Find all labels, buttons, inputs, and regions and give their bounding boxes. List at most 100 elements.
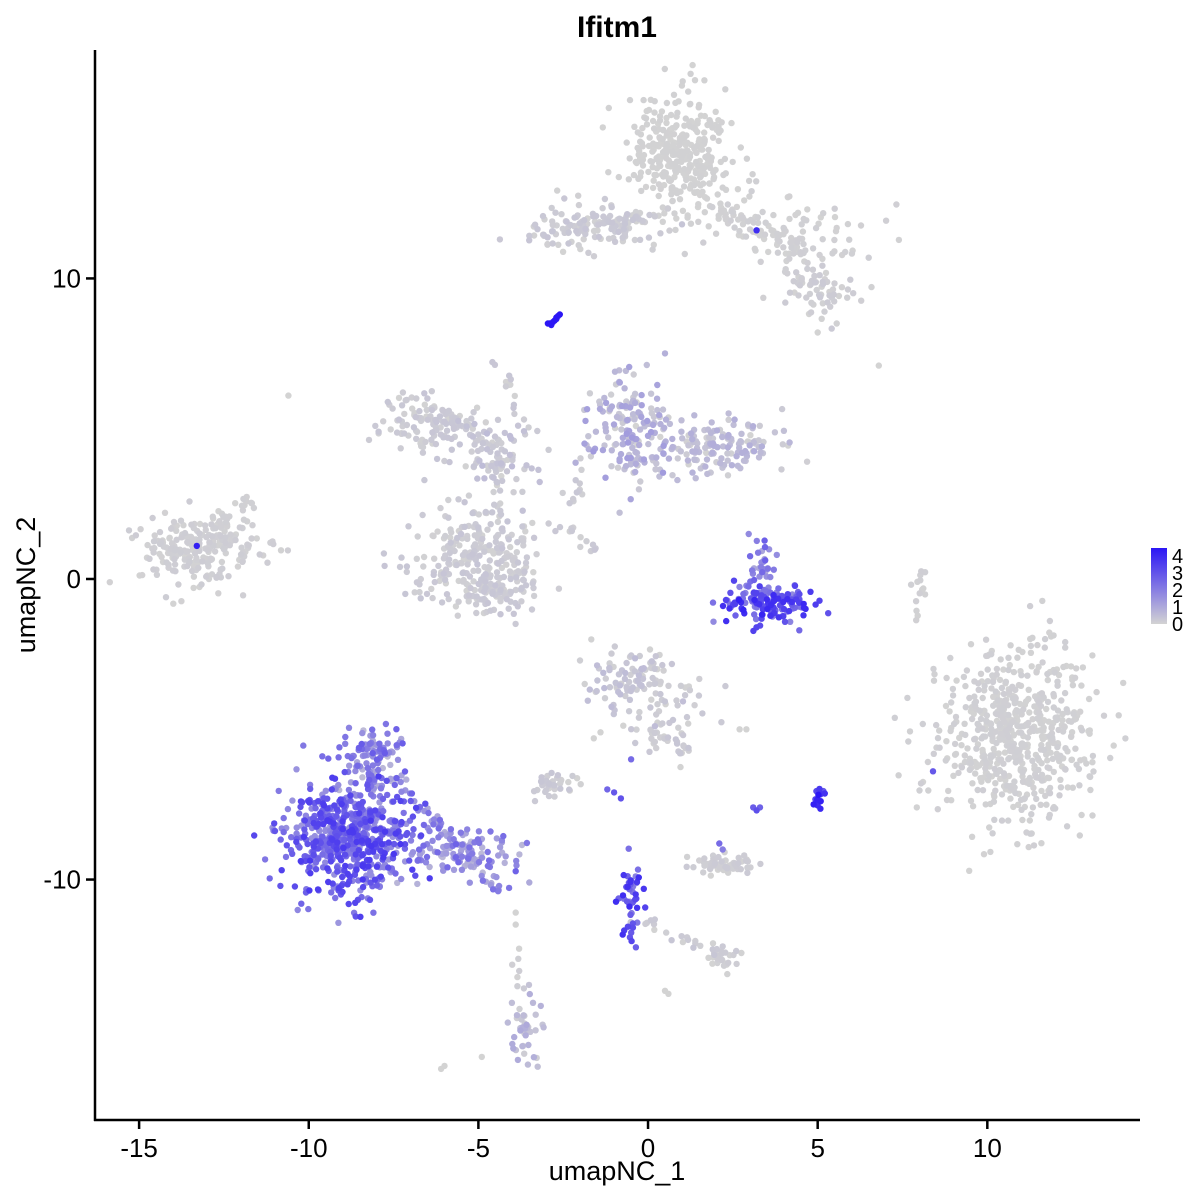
cell-point xyxy=(514,559,522,566)
cell-point xyxy=(1043,801,1050,808)
cell-point xyxy=(800,600,807,608)
cell-point xyxy=(691,77,699,84)
cell-point xyxy=(1028,811,1035,818)
cell-point xyxy=(358,740,365,748)
cell-point xyxy=(403,421,411,429)
cell-point xyxy=(1042,792,1049,799)
cell-point xyxy=(482,419,489,426)
cell-point xyxy=(679,731,687,739)
cell-point xyxy=(455,496,462,503)
cell-point xyxy=(616,379,623,386)
cell-point xyxy=(378,841,386,848)
cell-point xyxy=(975,686,982,693)
cell-point xyxy=(422,859,430,866)
cell-point xyxy=(440,570,447,577)
cell-point xyxy=(444,864,451,871)
cell-point xyxy=(679,207,687,214)
cell-point xyxy=(674,476,681,484)
cell-point xyxy=(559,248,567,255)
cell-point xyxy=(930,665,937,673)
cell-point xyxy=(656,117,664,124)
cell-point xyxy=(320,821,327,828)
cell-point xyxy=(394,756,402,763)
cell-point xyxy=(359,876,366,883)
cell-point xyxy=(367,817,374,824)
cell-point xyxy=(438,599,446,606)
x-tick-label: 0 xyxy=(641,1133,655,1163)
cell-point xyxy=(683,713,691,721)
cell-point xyxy=(216,518,223,525)
cell-point xyxy=(943,796,951,804)
cell-point xyxy=(740,590,747,598)
cell-point xyxy=(626,903,633,910)
cell-point xyxy=(983,712,991,719)
cell-point xyxy=(498,564,506,572)
cell-point xyxy=(419,449,427,456)
cell-point xyxy=(750,576,758,584)
cell-point xyxy=(421,390,428,397)
cell-point xyxy=(556,311,563,318)
cell-point xyxy=(916,590,923,597)
cell-point xyxy=(992,688,999,695)
cell-point xyxy=(514,539,521,546)
cell-point xyxy=(513,549,520,556)
cell-point xyxy=(181,529,189,537)
cell-point xyxy=(305,905,312,913)
cell-point xyxy=(701,129,708,136)
cell-point xyxy=(475,431,482,438)
cell-point xyxy=(447,526,454,533)
cell-point xyxy=(482,571,489,578)
cell-point xyxy=(285,392,292,399)
cell-point xyxy=(403,563,411,570)
cell-point xyxy=(627,756,635,763)
cell-point xyxy=(545,520,552,527)
cell-point xyxy=(520,537,527,545)
cell-point xyxy=(780,224,787,232)
cell-point xyxy=(489,590,496,597)
cell-point xyxy=(803,217,810,224)
cell-point xyxy=(636,426,644,433)
cell-point xyxy=(491,433,499,440)
cell-point xyxy=(201,522,209,529)
cell-point xyxy=(984,678,991,685)
cell-point xyxy=(747,432,754,439)
cell-point xyxy=(966,867,973,874)
cell-point xyxy=(437,504,444,512)
cell-point xyxy=(277,836,284,843)
cell-point xyxy=(1014,841,1021,848)
cell-point xyxy=(587,453,595,460)
cell-point xyxy=(787,618,794,625)
cell-point xyxy=(797,249,804,256)
cell-point xyxy=(237,551,245,558)
cell-point xyxy=(1070,710,1077,718)
cell-point xyxy=(683,176,690,184)
cell-point xyxy=(696,675,703,683)
cell-point xyxy=(505,605,512,612)
cell-point xyxy=(804,259,811,267)
cell-point xyxy=(330,820,337,827)
cell-point xyxy=(689,469,696,476)
cell-point xyxy=(251,832,258,839)
cell-point xyxy=(549,240,556,247)
cell-point xyxy=(428,406,436,414)
cell-point xyxy=(520,985,528,992)
cell-point xyxy=(366,896,374,903)
cell-point xyxy=(278,867,285,874)
cell-point xyxy=(455,598,462,605)
cell-point xyxy=(1046,617,1054,625)
cell-point xyxy=(1027,830,1034,837)
cell-point xyxy=(968,833,976,840)
cell-point xyxy=(324,865,331,872)
cell-point xyxy=(631,416,638,423)
cell-point xyxy=(1068,718,1075,725)
cell-point xyxy=(577,781,584,788)
cell-point xyxy=(689,436,696,443)
cell-point xyxy=(506,568,514,575)
cell-point xyxy=(807,309,815,316)
cell-point xyxy=(913,607,920,614)
cell-point xyxy=(498,472,505,480)
cell-point xyxy=(691,412,698,419)
cell-point xyxy=(1046,790,1054,797)
cell-point xyxy=(442,532,449,540)
